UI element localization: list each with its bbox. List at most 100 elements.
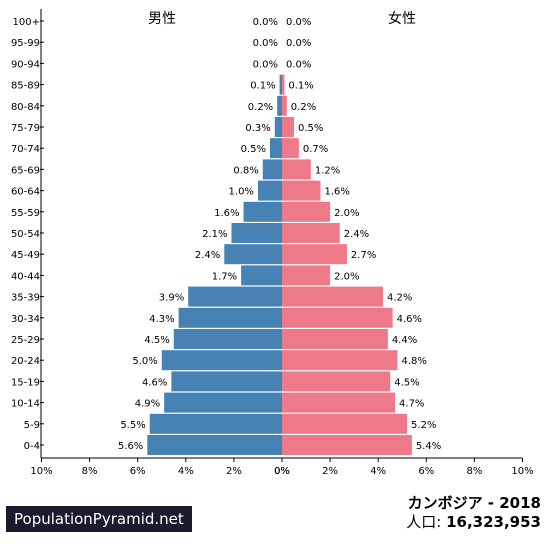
- male-bar-10-14: [164, 392, 282, 413]
- male-bar-15-19: [171, 371, 282, 392]
- male-bar-45-49: [224, 244, 282, 265]
- x-tick-label-left: 8%: [82, 466, 98, 477]
- female-value-label: 0.7%: [303, 144, 328, 155]
- female-bar-50-54: [282, 223, 340, 243]
- male-value-label: 0.3%: [245, 123, 270, 134]
- age-group-label: 25-29: [11, 335, 40, 346]
- x-tick-label-right: 10%: [511, 466, 533, 477]
- female-value-label: 4.2%: [387, 293, 412, 304]
- female-value-label: 5.2%: [411, 420, 436, 431]
- female-value-label: 4.7%: [399, 399, 424, 410]
- male-value-label: 3.9%: [159, 293, 184, 304]
- age-group-label: 20-24: [11, 356, 40, 367]
- male-value-label: 0.8%: [233, 165, 258, 176]
- age-labels-group: 100+ 95-99 90-94 85-89 80-84 75-79 70-74 65-69 6…: [11, 17, 40, 452]
- age-group-label: 55-59: [11, 208, 40, 219]
- x-tick-label-right: 8%: [466, 466, 482, 477]
- male-bar-5-9: [149, 413, 282, 434]
- female-bar-45-49: [282, 244, 347, 265]
- male-bar-50-54: [231, 223, 282, 243]
- female-value-label: 0.0%: [286, 17, 311, 28]
- female-bar-10-14: [282, 392, 396, 413]
- female-value-label: 0.0%: [286, 59, 311, 70]
- male-bar-60-64: [257, 180, 282, 201]
- male-value-label: 1.0%: [229, 187, 254, 198]
- male-value-label: 5.6%: [118, 441, 143, 452]
- age-group-label: 100+: [13, 17, 40, 28]
- male-value-label: 4.3%: [149, 314, 174, 325]
- brand-logo[interactable]: PopulationPyramid.net: [6, 506, 192, 532]
- female-value-label: 2.0%: [334, 271, 359, 282]
- x-tick-label-right: 2%: [322, 466, 338, 477]
- age-group-label: 35-39: [11, 293, 40, 304]
- male-value-label: 0.0%: [253, 17, 278, 28]
- female-value-label: 5.4%: [416, 441, 441, 452]
- age-group-label: 30-34: [11, 314, 40, 325]
- age-group-label: 95-99: [11, 38, 40, 49]
- age-group-label: 65-69: [11, 165, 40, 176]
- age-group-label: 50-54: [11, 229, 40, 240]
- female-bar-40-44: [282, 265, 331, 286]
- age-group-label: 85-89: [11, 81, 40, 92]
- male-value-label: 2.1%: [202, 229, 227, 240]
- female-value-label: 2.0%: [334, 208, 359, 219]
- population-value: 16,323,953: [446, 513, 541, 531]
- female-bar-85-89: [282, 74, 285, 95]
- male-bar-70-74: [269, 138, 282, 159]
- age-group-label: 70-74: [11, 144, 40, 155]
- female-bar-60-64: [282, 180, 321, 201]
- male-bar-30-34: [178, 307, 282, 328]
- male-value-label: 0.0%: [253, 38, 278, 49]
- age-group-label: 5-9: [24, 420, 40, 431]
- x-tick-label-right: 6%: [418, 466, 434, 477]
- age-group-label: 60-64: [11, 187, 40, 198]
- male-bar-65-69: [262, 159, 282, 180]
- female-bar-20-24: [282, 350, 398, 371]
- population-total: 人口: 16,323,953: [406, 511, 541, 532]
- male-value-label: 4.5%: [144, 335, 169, 346]
- x-tick-label-left: 6%: [130, 466, 146, 477]
- male-bar-25-29: [173, 329, 282, 349]
- male-value-label: 5.0%: [132, 356, 157, 367]
- age-group-label: 90-94: [11, 59, 40, 70]
- value-labels-group: 0.0% 0.0% 0.0% 0.0% 0.0% 0.0% 0.1% 0.1% 0.2% 0.2%…: [118, 17, 441, 452]
- age-group-label: 10-14: [11, 399, 40, 410]
- female-value-label: 2.7%: [351, 250, 376, 261]
- female-bar-35-39: [282, 286, 384, 307]
- female-value-label: 4.5%: [394, 377, 419, 388]
- male-bar-0-4: [147, 435, 282, 455]
- x-tick-label-left: 0%: [274, 466, 290, 477]
- male-bar-75-79: [274, 117, 282, 137]
- male-value-label: 1.6%: [214, 208, 239, 219]
- female-value-label: 4.8%: [401, 356, 426, 367]
- axes-group: 10% 8% 6% 4% 2% 0%0% 2% 4% 6% 8% 10%: [30, 9, 534, 477]
- age-group-label: 40-44: [11, 271, 40, 282]
- x-tick-label-left: 10%: [30, 466, 52, 477]
- age-group-label: 15-19: [11, 377, 40, 388]
- female-bar-5-9: [282, 413, 408, 434]
- male-bar-80-84: [277, 95, 282, 116]
- chart-title: カンボジア - 2018: [407, 494, 541, 512]
- female-value-label: 0.1%: [288, 81, 313, 92]
- male-bar-40-44: [241, 265, 282, 286]
- age-group-label: 80-84: [11, 102, 40, 113]
- female-bar-0-4: [282, 435, 412, 455]
- x-tick-label-left: 4%: [178, 466, 194, 477]
- female-bar-15-19: [282, 371, 391, 392]
- female-value-label: 1.2%: [315, 165, 340, 176]
- x-tick-label-right: 0%: [274, 466, 290, 477]
- x-tick-label-right: 4%: [370, 466, 386, 477]
- female-value-label: 4.4%: [392, 335, 417, 346]
- male-value-label: 0.0%: [253, 59, 278, 70]
- age-group-label: 0-4: [24, 441, 40, 452]
- female-value-label: 2.4%: [344, 229, 369, 240]
- age-group-label: 75-79: [11, 123, 40, 134]
- female-bar-80-84: [282, 95, 287, 116]
- female-value-label: 1.6%: [324, 187, 349, 198]
- female-bar-75-79: [282, 117, 295, 137]
- male-value-label: 4.6%: [142, 377, 167, 388]
- female-bar-65-69: [282, 159, 311, 180]
- male-value-label: 0.1%: [250, 81, 275, 92]
- male-value-label: 4.9%: [135, 399, 160, 410]
